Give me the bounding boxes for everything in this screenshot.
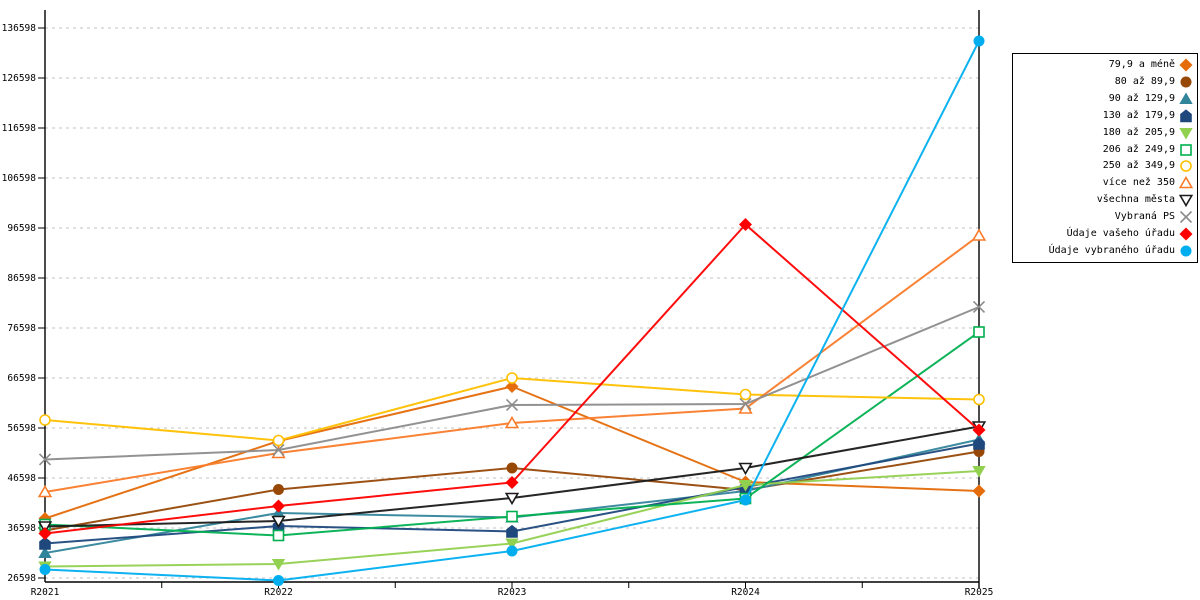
y-tick-label: 106598	[2, 173, 37, 184]
legend-marker-icon	[1180, 109, 1192, 122]
series-4	[38, 465, 986, 573]
legend-marker-icon	[1179, 211, 1193, 224]
y-tick-label: 36598	[7, 523, 36, 534]
legend-item-0: 79,9 a méně	[1015, 57, 1193, 73]
x-tick-label: R2021	[31, 587, 60, 598]
legend-item-3: 130 až 179,9	[1015, 108, 1193, 124]
y-tick-label: 46598	[7, 473, 36, 484]
legend-item-6: 250 až 349,9	[1015, 158, 1193, 174]
legend-label: 79,9 a méně	[1108, 58, 1175, 70]
gridlines	[38, 27, 979, 579]
legend-marker-icon	[1179, 194, 1193, 208]
series-6	[39, 372, 985, 447]
x-tick-label: R2024	[731, 587, 760, 598]
axis-labels: 26598 36598 46598 56598 66598 76598 86598 96598…	[2, 23, 994, 598]
legend-item-7: více než 350	[1015, 175, 1193, 191]
series-5	[39, 326, 985, 542]
legend-label: 90 až 129,9	[1108, 92, 1175, 104]
legend-item-4: 180 až 205,9	[1015, 125, 1193, 141]
legend-item-8: všechna města	[1015, 192, 1193, 208]
legend-marker-icon	[1179, 176, 1193, 189]
y-tick-label: 116598	[2, 123, 37, 134]
series-8	[37, 421, 987, 534]
legend-marker-icon	[1179, 92, 1193, 104]
legend-marker-icon	[1180, 143, 1192, 156]
legend-label: 206 až 249,9	[1102, 143, 1175, 155]
y-tick-label: 66598	[7, 373, 36, 384]
legend-item-2: 90 až 129,9	[1015, 91, 1193, 107]
x-tick-label: R2022	[264, 587, 293, 598]
legend-label: 130 až 179,9	[1102, 109, 1175, 121]
series-9	[38, 300, 986, 466]
legend-item-5: 206 až 249,9	[1015, 142, 1193, 158]
legend-item-11: Údaje vybraného úřadu	[1015, 243, 1193, 259]
legend-item-9: Vybraná PS	[1015, 209, 1193, 225]
y-tick-label: 96598	[7, 223, 36, 234]
x-tick-label: R2025	[965, 587, 994, 598]
legend-marker-icon	[1180, 160, 1192, 173]
y-tick-label: 126598	[2, 73, 37, 84]
series-11	[39, 35, 985, 586]
legend-label: Údaje vašeho úřadu	[1066, 228, 1175, 240]
legend-label: 180 až 205,9	[1102, 126, 1175, 138]
series-10	[38, 217, 986, 540]
legend-marker-icon	[1180, 245, 1192, 257]
legend-item-10: Údaje vašeho úřadu	[1015, 226, 1193, 242]
legend-label: 80 až 89,9	[1114, 75, 1175, 87]
legend-label: 250 až 349,9	[1102, 160, 1175, 172]
legend-label: více než 350	[1102, 177, 1175, 189]
legend-marker-icon	[1180, 76, 1192, 88]
y-tick-label: 86598	[7, 273, 36, 284]
x-tick-label: R2023	[498, 587, 527, 598]
y-tick-label: 56598	[7, 423, 36, 434]
legend-item-1: 80 až 89,9	[1015, 74, 1193, 90]
y-tick-label: 26598	[7, 573, 36, 584]
y-tick-label: 76598	[7, 323, 36, 334]
legend-marker-icon	[1179, 127, 1193, 140]
legend-marker-icon	[1179, 58, 1193, 72]
legend-label: Vybraná PS	[1114, 211, 1175, 223]
legend-label: Údaje vybraného úřadu	[1048, 245, 1175, 257]
legend-marker-icon	[1179, 227, 1193, 241]
y-tick-label: 136598	[2, 23, 37, 34]
legend: 79,9 a méně 80 až 89,9 90 až 129,9 130 až 1…	[1012, 53, 1198, 263]
legend-label: všechna města	[1096, 194, 1175, 206]
